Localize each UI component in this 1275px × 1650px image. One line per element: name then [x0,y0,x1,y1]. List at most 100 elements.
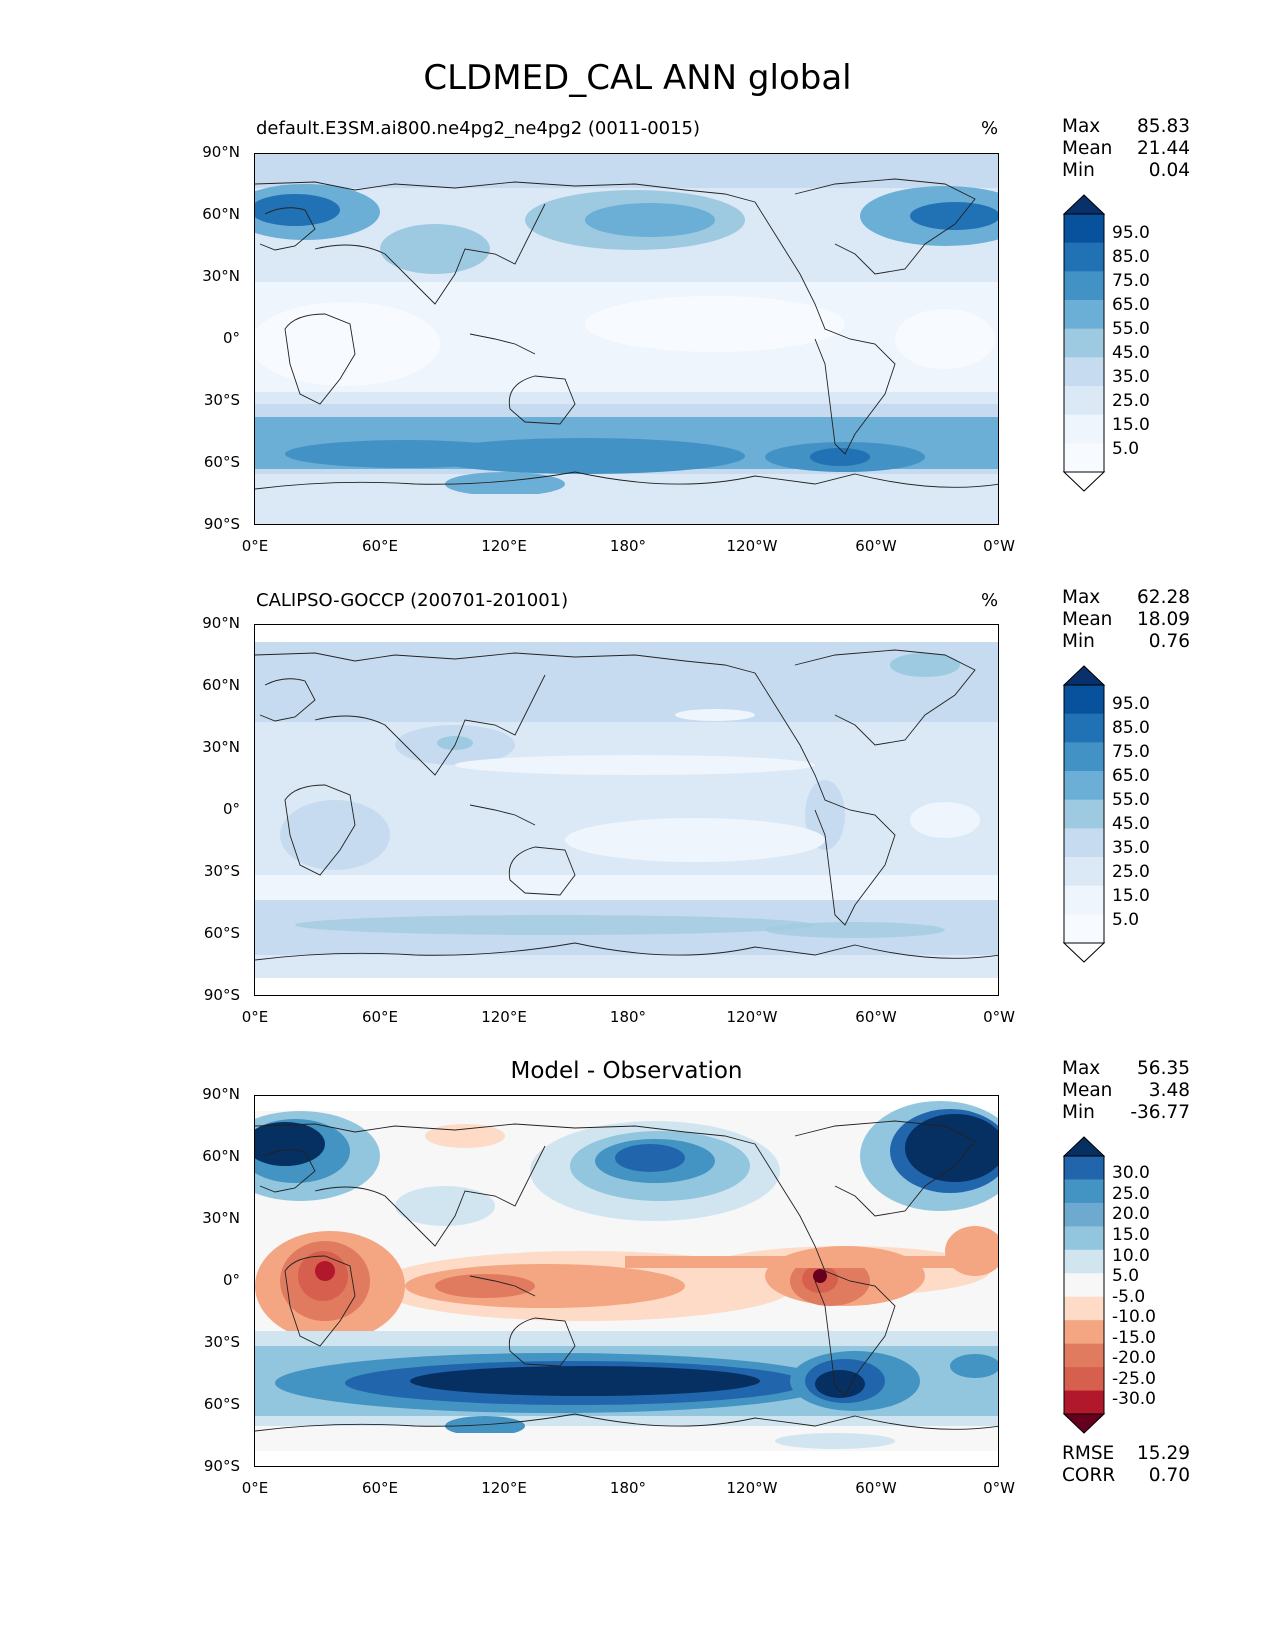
cbar-obs-label-65: 65.0 [1112,766,1150,786]
colorbar-extend-top [1062,194,1106,215]
cbar-diff-label-20: 20.0 [1112,1204,1150,1224]
cbar-model-label-5: 5.0 [1112,439,1140,459]
stat-min: Min -36.77 [1062,1102,1190,1123]
xtick-120e: 120°E [481,1479,527,1497]
ytick-30s: 30°S [203,391,240,409]
cbar-obs-label-5: 5.0 [1112,910,1140,930]
colorbar-segment [1064,1296,1104,1321]
colorbar-segment [1064,214,1104,244]
colorbar-segment [1064,713,1104,743]
xtick-180: 180° [609,1479,647,1497]
colorbar-segment [1064,1320,1104,1345]
cbar-diff-label-10: 10.0 [1112,1246,1150,1266]
cbar-obs-label-95: 95.0 [1112,694,1150,714]
colorbar-extend-top [1062,1136,1106,1157]
cbar-model-label-15: 15.0 [1112,415,1150,435]
xtick-0e: 0°E [241,1479,269,1497]
map-model [254,153,999,525]
cbar-diff-label-25: 25.0 [1112,1184,1150,1204]
stats-rmse-corr: RMSE 15.29 CORR 0.70 [1062,1443,1190,1487]
cbar-model-label-25: 25.0 [1112,391,1150,411]
xtick-60e: 60°E [361,1008,399,1026]
colorbar-segment [1064,771,1104,801]
ytick-60s: 60°S [203,1395,240,1413]
panel-observation-label: CALIPSO-GOCCP (200701-201001) [256,590,569,611]
stat-max: Max 85.83 [1062,116,1190,137]
colorbar-segment [1064,414,1104,444]
colorbar-segment [1064,328,1104,358]
xtick-0w: 0°W [983,1008,1015,1026]
ytick-30s: 30°S [203,862,240,880]
colorbar-segment [1064,1249,1104,1274]
ytick-60n: 60°N [202,205,240,223]
ytick-0: 0° [222,1271,240,1289]
cbar-model-label-45: 45.0 [1112,343,1150,363]
colorbar-segment [1064,386,1104,416]
cbar-diff-label-neg5: -5.0 [1112,1287,1146,1307]
xtick-60w: 60°W [855,1008,897,1026]
colorbar-segment [1064,828,1104,858]
ytick-0: 0° [222,329,240,347]
stat-max: Max 62.28 [1062,587,1190,608]
cbar-diff-label-neg20: -20.0 [1112,1348,1156,1368]
ytick-30n: 30°N [202,738,240,756]
stat-min: Min 0.04 [1062,160,1190,181]
colorbar-segment [1064,271,1104,301]
cbar-model-label-65: 65.0 [1112,295,1150,315]
colorbar-segment [1064,1343,1104,1368]
ytick-30s: 30°S [203,1333,240,1351]
colorbar-extend-bottom [1062,471,1106,492]
ytick-90n: 90°N [202,143,240,161]
ytick-0: 0° [222,800,240,818]
cbar-diff-label-30: 30.0 [1112,1163,1150,1183]
cbar-model-label-95: 95.0 [1112,223,1150,243]
cbar-model-label-55: 55.0 [1112,319,1150,339]
ytick-90n: 90°N [202,1085,240,1103]
colorbar-model-segments [1062,194,1106,492]
stat-max: Max 56.35 [1062,1058,1190,1079]
cbar-diff-label-neg10: -10.0 [1112,1307,1156,1327]
xtick-60w: 60°W [855,1479,897,1497]
colorbar-segment [1064,242,1104,272]
colorbar-extend-bottom [1062,942,1106,963]
stat-mean: Mean 18.09 [1062,609,1190,630]
figure-title: CLDMED_CAL ANN global [423,58,852,98]
cbar-diff-label-neg25: -25.0 [1112,1369,1156,1389]
colorbar-segment [1064,443,1104,473]
cbar-obs-label-75: 75.0 [1112,742,1150,762]
ytick-90s: 90°S [203,1457,240,1475]
ytick-60s: 60°S [203,924,240,942]
colorbar-outline [1063,213,1105,473]
cbar-obs-label-25: 25.0 [1112,862,1150,882]
xtick-120e: 120°E [481,1008,527,1026]
ytick-60s: 60°S [203,453,240,471]
cbar-diff-label-neg30: -30.0 [1112,1389,1156,1409]
panel-observation-unit: % [981,590,999,611]
colorbar-segment [1064,914,1104,944]
xtick-60w: 60°W [855,537,897,555]
colorbar-segment [1064,799,1104,829]
xtick-60e: 60°E [361,537,399,555]
colorbar-segment [1064,300,1104,330]
colorbar-segment [1064,1390,1104,1415]
colorbar-segment [1064,857,1104,887]
colorbar-difference-segments [1062,1136,1106,1434]
stat-mean: Mean 21.44 [1062,138,1190,159]
ytick-90s: 90°S [203,986,240,1004]
xtick-120w: 120°W [726,1008,778,1026]
colorbar-extend-top [1062,665,1106,686]
colorbar-segment [1064,885,1104,915]
colorbar-segment [1064,357,1104,387]
colorbar-extend-bottom [1062,1413,1106,1434]
colorbar-segment [1064,1179,1104,1204]
xtick-0e: 0°E [241,1008,269,1026]
colorbar-outline [1063,684,1105,944]
cbar-model-label-75: 75.0 [1112,271,1150,291]
stats-difference: Max 56.35 Mean 3.48 Min -36.77 [1062,1058,1190,1124]
stat-mean: Mean 3.48 [1062,1080,1190,1101]
stat-min: Min 0.76 [1062,631,1190,652]
xtick-120w: 120°W [726,537,778,555]
cbar-obs-label-15: 15.0 [1112,886,1150,906]
ytick-30n: 30°N [202,267,240,285]
colorbar-difference [1062,1136,1107,1438]
